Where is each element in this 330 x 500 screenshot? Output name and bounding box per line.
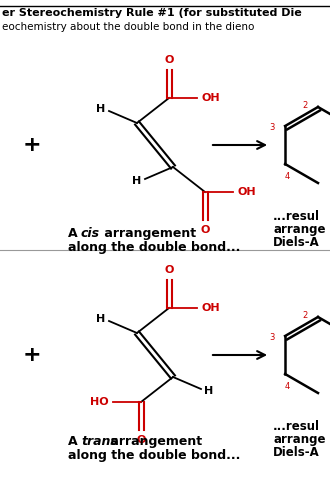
Text: OH: OH xyxy=(238,187,256,197)
Text: OH: OH xyxy=(202,303,220,313)
Text: H: H xyxy=(96,314,106,324)
Text: cis: cis xyxy=(81,227,100,240)
Text: A: A xyxy=(68,227,82,240)
Text: O: O xyxy=(136,435,146,445)
Text: ...resul: ...resul xyxy=(273,420,320,433)
Text: trans: trans xyxy=(81,435,118,448)
Text: arrange: arrange xyxy=(273,223,325,236)
Text: H: H xyxy=(96,104,106,114)
Text: arrangement: arrangement xyxy=(106,435,202,448)
Text: OH: OH xyxy=(202,93,220,103)
Text: er Stereochemistry Rule #1 (for substituted Die: er Stereochemistry Rule #1 (for substitu… xyxy=(2,8,302,18)
Text: Diels-A: Diels-A xyxy=(273,446,320,459)
Text: 4: 4 xyxy=(284,172,290,181)
Text: H: H xyxy=(132,176,142,186)
Text: 2: 2 xyxy=(303,310,308,320)
Text: +: + xyxy=(23,345,41,365)
Text: O: O xyxy=(164,265,174,275)
Text: H: H xyxy=(204,386,214,396)
Text: along the double bond...: along the double bond... xyxy=(68,241,240,254)
Text: O: O xyxy=(200,225,210,235)
Text: HO: HO xyxy=(90,397,108,407)
Text: O: O xyxy=(164,55,174,65)
Text: arrangement: arrangement xyxy=(100,227,196,240)
Text: eochemistry about the double bond in the dieno: eochemistry about the double bond in the… xyxy=(2,22,254,32)
Text: A: A xyxy=(68,435,82,448)
Text: along the double bond...: along the double bond... xyxy=(68,449,240,462)
Text: 4: 4 xyxy=(284,382,290,391)
Text: 3: 3 xyxy=(270,334,275,342)
Text: +: + xyxy=(23,135,41,155)
Text: Diels-A: Diels-A xyxy=(273,236,320,249)
Text: arrange: arrange xyxy=(273,433,325,446)
Text: 2: 2 xyxy=(303,100,308,110)
Text: 3: 3 xyxy=(270,124,275,132)
Text: ...resul: ...resul xyxy=(273,210,320,223)
